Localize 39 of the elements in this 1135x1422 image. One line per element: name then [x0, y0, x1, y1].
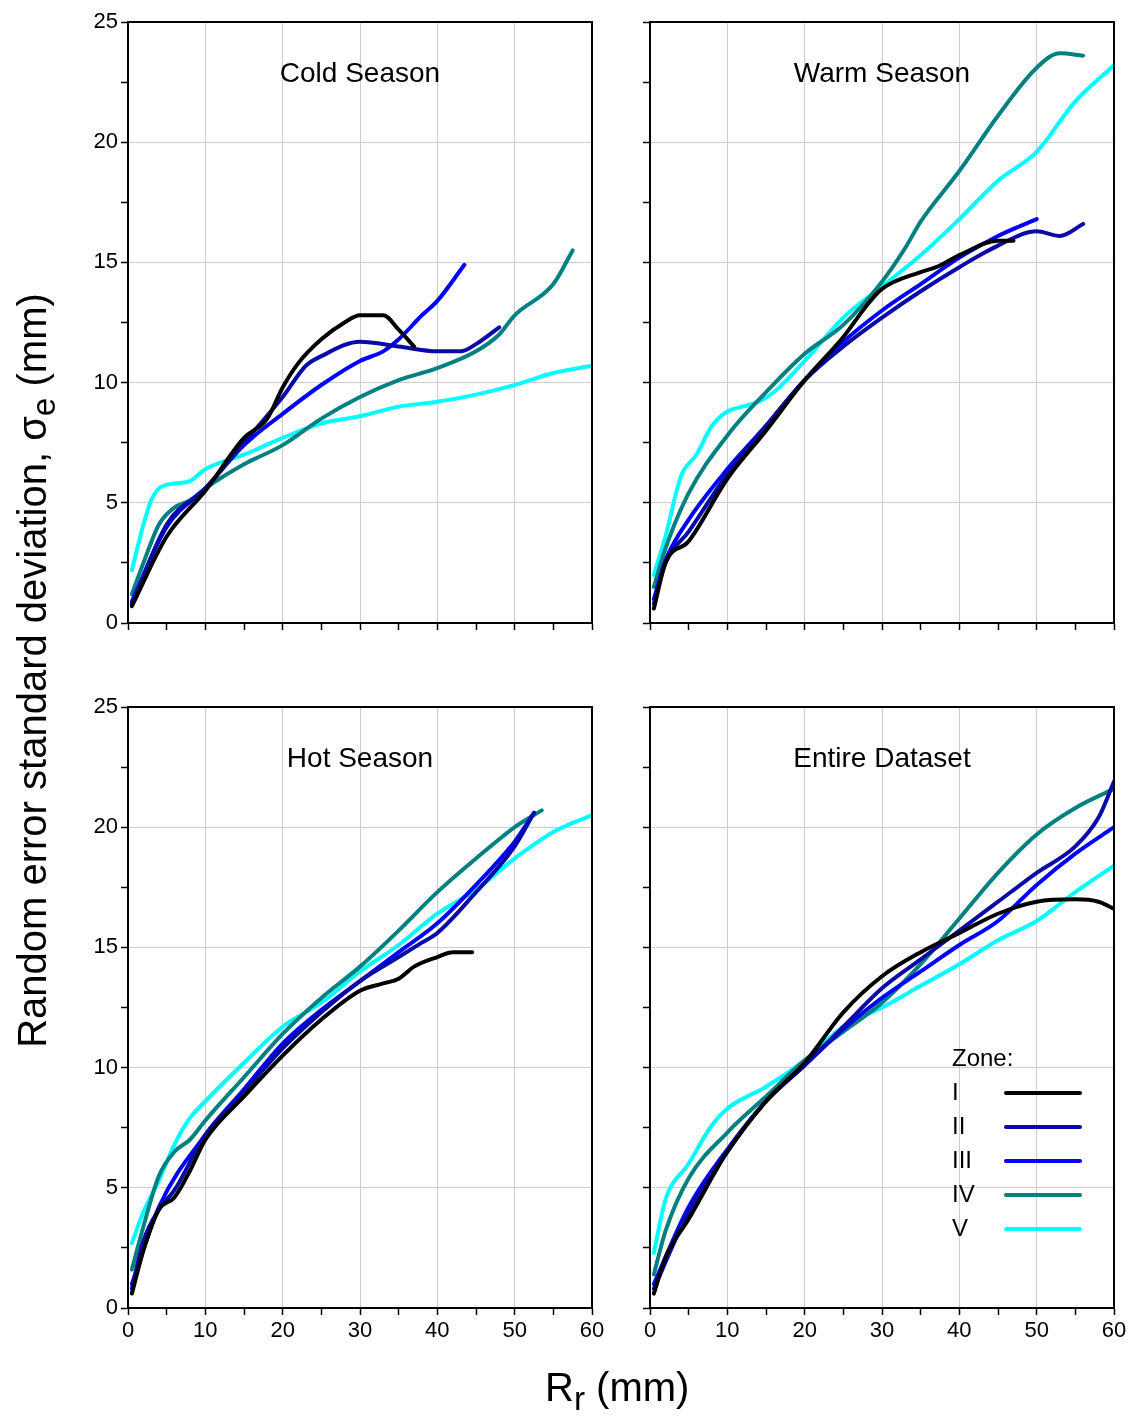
text: Warm Season — [793, 56, 971, 88]
line-series — [129, 248, 575, 597]
legend-title: Zone: — [952, 1043, 1014, 1071]
text: Cold Season — [279, 56, 441, 88]
text: Hot Season — [286, 741, 434, 773]
legend-label: V — [952, 1213, 969, 1241]
x-tick-label: 40 — [425, 1317, 450, 1343]
y-tick-label: 20 — [93, 813, 118, 839]
y-tick-label: 25 — [93, 693, 118, 719]
x-tick-label: 30 — [347, 1317, 373, 1343]
x-tick-label: 0 — [121, 1317, 135, 1343]
y-tick-label: 0 — [105, 1294, 118, 1320]
x-axis-title: R$_{r}$ (mm) — [545, 1365, 690, 1418]
x-tick-label: 10 — [715, 1317, 740, 1343]
y-tick-label: 15 — [93, 248, 118, 274]
legend-label: II — [952, 1111, 966, 1139]
text: Entire Dataset — [793, 741, 971, 773]
legend-label: I — [952, 1077, 959, 1105]
legend-label: IV — [952, 1179, 975, 1207]
x-tick-label: 20 — [792, 1317, 817, 1343]
x-tick-label: 50 — [1024, 1317, 1049, 1343]
line-series — [129, 363, 592, 573]
y-tick-label: 15 — [93, 933, 118, 959]
y-tick-label: 20 — [93, 128, 118, 154]
x-tick-label: 40 — [947, 1317, 972, 1343]
y-tick-label: 5 — [105, 1173, 118, 1199]
x-tick-label: 30 — [869, 1317, 895, 1343]
legend-label: III — [952, 1145, 973, 1173]
y-tick-label: 25 — [93, 8, 118, 34]
x-tick-label: 20 — [270, 1317, 295, 1343]
y-tick-label: 5 — [105, 488, 118, 514]
x-tick-label: 0 — [643, 1317, 657, 1343]
x-tick-label: 60 — [579, 1317, 605, 1343]
x-tick-label: 50 — [502, 1317, 527, 1343]
y-tick-label: 10 — [93, 368, 118, 394]
x-tick-label: 10 — [193, 1317, 218, 1343]
y-tick-label: 10 — [93, 1053, 118, 1079]
y-tick-label: 0 — [105, 609, 118, 635]
x-tick-label: 60 — [1101, 1317, 1127, 1343]
